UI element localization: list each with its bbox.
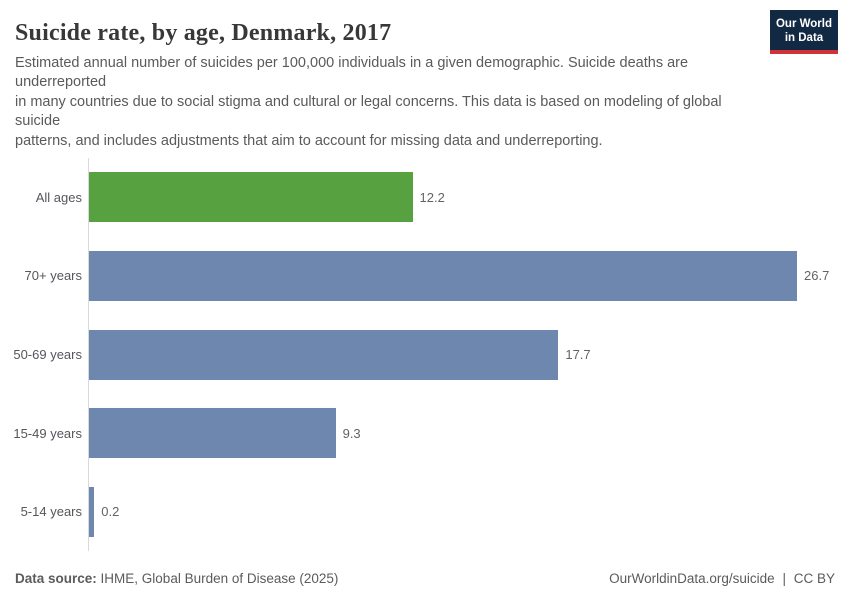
logo-line2: in Data <box>784 32 824 44</box>
category-label: All ages <box>35 189 82 205</box>
bar-row: 70+ years 26.7 <box>0 237 850 316</box>
chart-subtitle: Estimated annual number of suicides per … <box>15 54 760 151</box>
subtitle-line: Estimated annual number of suicides per … <box>15 55 689 71</box>
page-title: Suicide rate, by age, Denmark, 2017 <box>15 20 392 46</box>
category-label: 70+ years <box>24 268 82 284</box>
bar[interactable] <box>89 408 336 459</box>
data-source-value: IHME, Global Burden of Disease (2025) <box>100 571 339 586</box>
subtitle-line: suicide <box>15 113 61 130</box>
subtitle-line: underreported <box>15 74 107 91</box>
bar[interactable] <box>89 250 797 301</box>
chart-header: Suicide rate, by age, Denmark, 2017 Our … <box>0 0 850 54</box>
owid-url-link[interactable]: OurWorldinData.org/suicide <box>609 571 775 586</box>
bar[interactable] <box>89 172 413 223</box>
footer: Data source: IHME, Global Burden of Dise… <box>15 571 835 586</box>
bar-value-label: 0.2 <box>101 504 120 520</box>
bar-value-label: 17.7 <box>565 347 591 363</box>
license-link[interactable]: CC BY <box>793 571 835 586</box>
bar-value-label: 12.2 <box>419 189 445 205</box>
category-label: 50-69 years <box>13 347 82 363</box>
category-label: 5-14 years <box>20 504 82 520</box>
bar-row: 50-69 years 17.7 <box>0 315 850 394</box>
bar-chart: All ages 12.2 70+ years 26.7 50-69 years 17.7… <box>0 158 850 552</box>
bar[interactable] <box>89 486 95 537</box>
bar-track: 12.2 <box>89 172 850 223</box>
bar-chart-rows: All ages 12.2 70+ years 26.7 50-69 years 17.7… <box>0 158 850 551</box>
bar-value-label: 9.3 <box>342 425 361 441</box>
subtitle-line: in many countries due to social stigma a… <box>15 93 722 110</box>
y-axis-line <box>88 158 89 552</box>
bar-value-label: 26.7 <box>804 268 830 284</box>
bar-row: 15-49 years 9.3 <box>0 394 850 473</box>
bar-track: 9.3 <box>89 408 850 459</box>
category-label: 15-49 years <box>13 425 82 441</box>
bar-row: 5-14 years 0.2 <box>0 472 850 551</box>
footer-links: OurWorldinData.org/suicide | CC BY <box>605 571 835 586</box>
license-separator: | <box>782 571 786 586</box>
bar-row: All ages 12.2 <box>0 158 850 237</box>
bar[interactable] <box>89 329 559 380</box>
bar-track: 26.7 <box>89 250 850 301</box>
logo-line1: Our World <box>775 18 832 30</box>
subtitle-line: patterns, and includes adjustments that … <box>15 132 603 149</box>
data-source: Data source: IHME, Global Burden of Dise… <box>15 571 338 586</box>
owid-logo[interactable]: Our World in Data <box>770 10 838 54</box>
bar-track: 0.2 <box>89 486 850 537</box>
bar-track: 17.7 <box>89 329 850 380</box>
data-source-label: Data source: <box>15 571 97 586</box>
